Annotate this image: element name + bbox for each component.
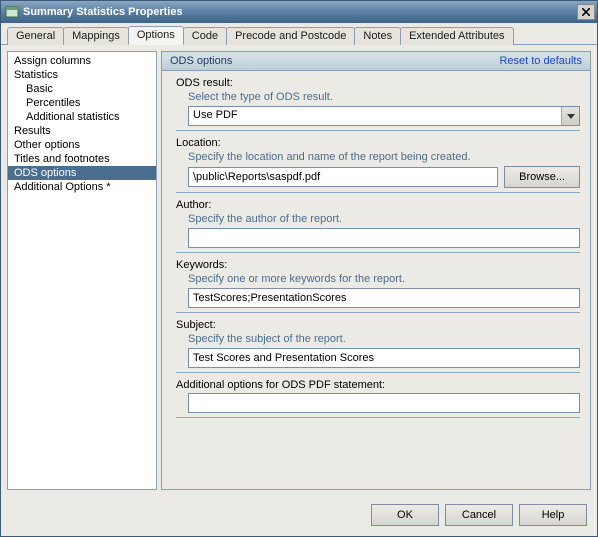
author-input[interactable] bbox=[188, 228, 580, 248]
subject-group: Subject: Specify the subject of the repo… bbox=[176, 319, 580, 373]
tree-item-results[interactable]: Results bbox=[8, 124, 156, 138]
tree-item-basic[interactable]: Basic bbox=[8, 82, 156, 96]
tree-item-titles-and-footnotes[interactable]: Titles and footnotes bbox=[8, 152, 156, 166]
ods-result-group: ODS result: Select the type of ODS resul… bbox=[176, 77, 580, 131]
separator bbox=[176, 130, 580, 131]
chevron-down-icon[interactable] bbox=[561, 107, 579, 125]
separator bbox=[176, 417, 580, 418]
tab-precode-and-postcode[interactable]: Precode and Postcode bbox=[226, 27, 355, 45]
ok-button[interactable]: OK bbox=[371, 504, 439, 526]
browse-button[interactable]: Browse... bbox=[504, 166, 580, 188]
tab-mappings[interactable]: Mappings bbox=[63, 27, 129, 45]
tabstrip: GeneralMappingsOptionsCodePrecode and Po… bbox=[1, 23, 597, 45]
titlebar: Summary Statistics Properties bbox=[1, 1, 597, 23]
author-label: Author: bbox=[176, 199, 580, 211]
reset-to-defaults-link[interactable]: Reset to defaults bbox=[499, 55, 582, 67]
additional-options-label: Additional options for ODS PDF statement… bbox=[176, 379, 580, 391]
panel-body: ODS result: Select the type of ODS resul… bbox=[162, 71, 590, 489]
ods-result-value: Use PDF bbox=[189, 107, 561, 125]
tree-item-assign-columns[interactable]: Assign columns bbox=[8, 54, 156, 68]
tab-code[interactable]: Code bbox=[183, 27, 227, 45]
keywords-input[interactable] bbox=[188, 288, 580, 308]
separator bbox=[176, 192, 580, 193]
window-title: Summary Statistics Properties bbox=[23, 6, 183, 18]
additional-options-input[interactable] bbox=[188, 393, 580, 413]
dialog-window: Summary Statistics Properties GeneralMap… bbox=[0, 0, 598, 537]
keywords-group: Keywords: Specify one or more keywords f… bbox=[176, 259, 580, 313]
panel-header: ODS options Reset to defaults bbox=[162, 52, 590, 71]
tree-item-statistics[interactable]: Statistics bbox=[8, 68, 156, 82]
tree-item-other-options[interactable]: Other options bbox=[8, 138, 156, 152]
ods-result-select[interactable]: Use PDF bbox=[188, 106, 580, 126]
dialog-footer: OK Cancel Help bbox=[1, 496, 597, 536]
tree-item-additional-statistics[interactable]: Additional statistics bbox=[8, 110, 156, 124]
separator bbox=[176, 312, 580, 313]
cancel-button[interactable]: Cancel bbox=[445, 504, 513, 526]
tab-notes[interactable]: Notes bbox=[354, 27, 401, 45]
options-tree: Assign columnsStatisticsBasicPercentiles… bbox=[7, 51, 157, 490]
tab-options[interactable]: Options bbox=[128, 26, 184, 45]
keywords-label: Keywords: bbox=[176, 259, 580, 271]
subject-input[interactable] bbox=[188, 348, 580, 368]
additional-options-group: Additional options for ODS PDF statement… bbox=[176, 379, 580, 418]
tab-extended-attributes[interactable]: Extended Attributes bbox=[400, 27, 513, 45]
panel-title: ODS options bbox=[170, 55, 232, 67]
author-hint: Specify the author of the report. bbox=[188, 213, 580, 225]
app-icon bbox=[5, 5, 19, 19]
ods-options-panel: ODS options Reset to defaults ODS result… bbox=[161, 51, 591, 490]
location-group: Location: Specify the location and name … bbox=[176, 137, 580, 193]
content-area: Assign columnsStatisticsBasicPercentiles… bbox=[1, 45, 597, 496]
location-hint: Specify the location and name of the rep… bbox=[188, 151, 580, 163]
tab-general[interactable]: General bbox=[7, 27, 64, 45]
location-label: Location: bbox=[176, 137, 580, 149]
tree-item-percentiles[interactable]: Percentiles bbox=[8, 96, 156, 110]
tree-item-ods-options[interactable]: ODS options bbox=[8, 166, 156, 180]
subject-hint: Specify the subject of the report. bbox=[188, 333, 580, 345]
subject-label: Subject: bbox=[176, 319, 580, 331]
tree-item-additional-options-[interactable]: Additional Options * bbox=[8, 180, 156, 194]
author-group: Author: Specify the author of the report… bbox=[176, 199, 580, 253]
ods-result-hint: Select the type of ODS result. bbox=[188, 91, 580, 103]
close-button[interactable] bbox=[577, 4, 595, 20]
ods-result-label: ODS result: bbox=[176, 77, 580, 89]
location-input[interactable] bbox=[188, 167, 498, 187]
help-button[interactable]: Help bbox=[519, 504, 587, 526]
separator bbox=[176, 372, 580, 373]
separator bbox=[176, 252, 580, 253]
keywords-hint: Specify one or more keywords for the rep… bbox=[188, 273, 580, 285]
